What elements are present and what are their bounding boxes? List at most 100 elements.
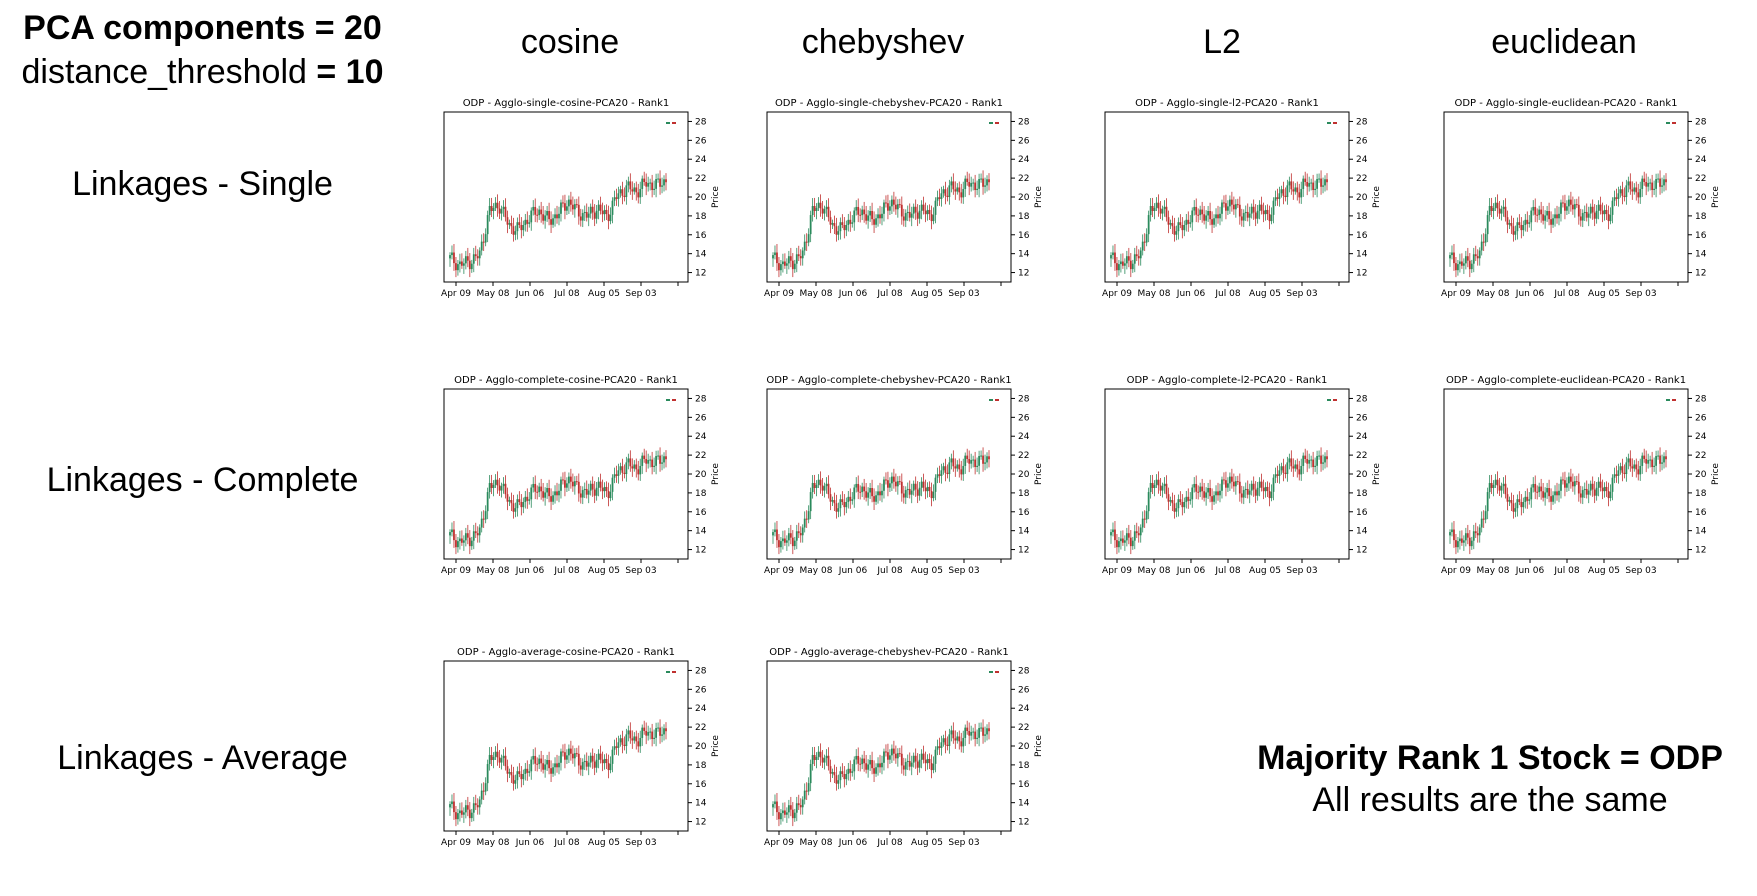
x-tick-label: Apr 09 (441, 838, 471, 848)
candle-body (914, 483, 917, 490)
candle-body (1310, 182, 1313, 184)
candle-body (560, 202, 562, 214)
y-tick-label: 22 (1695, 174, 1706, 184)
candle-body (1589, 483, 1592, 491)
candle-body (1284, 195, 1287, 198)
candle-body (1209, 210, 1211, 220)
candle-body (916, 212, 919, 219)
y-tick-label: 26 (1018, 685, 1030, 695)
candle-body (556, 491, 558, 496)
candle-body (776, 252, 778, 264)
candle-body (817, 751, 820, 757)
x-tick-label: Sep 03 (948, 289, 979, 299)
candle-body (1131, 540, 1134, 547)
y-axis-label: Price (711, 735, 721, 757)
candle-body (1274, 197, 1277, 201)
candle-body (1611, 200, 1614, 215)
candle-body (605, 758, 608, 764)
candle-body (1665, 179, 1667, 183)
candle-body (1118, 541, 1120, 548)
candle-body (1141, 241, 1144, 251)
candle-body (1601, 210, 1604, 215)
candle-body (904, 490, 907, 498)
candle-body (615, 197, 618, 199)
candle-body (849, 768, 852, 773)
candle-body (791, 260, 794, 270)
candle-body (571, 481, 574, 487)
candle-body (512, 503, 515, 512)
candle-body (1238, 204, 1241, 217)
y-tick-label: 28 (1018, 117, 1030, 127)
candle-body (883, 751, 885, 763)
candle-body (661, 185, 663, 187)
candle-body (928, 758, 931, 764)
y-tick-label: 14 (1356, 250, 1368, 260)
y-tick-label: 18 (1018, 761, 1030, 771)
candle-body (1613, 474, 1616, 478)
candle-body (564, 203, 566, 211)
candle-body (972, 731, 975, 733)
y-tick-label: 22 (1018, 451, 1029, 461)
candle-body (637, 192, 640, 198)
candle-body (988, 456, 990, 460)
candle-body (536, 491, 539, 493)
candle-body (474, 803, 477, 806)
candle-body (958, 464, 961, 470)
pca-components-label: PCA components = 20 (23, 9, 382, 47)
candle-body (902, 216, 905, 221)
candle-body (871, 487, 873, 497)
y-tick-label: 16 (1018, 780, 1030, 790)
candle-body (1258, 481, 1261, 488)
candle-body (617, 742, 620, 748)
candle-body (506, 217, 509, 225)
candle-body (1567, 476, 1570, 484)
candle-body (1466, 256, 1469, 261)
candle-body (1556, 214, 1558, 219)
candle-body (1566, 483, 1568, 488)
legend-marker (989, 122, 993, 124)
candle-body (1629, 181, 1632, 190)
y-tick-label: 22 (695, 723, 706, 733)
candle-body (453, 801, 455, 813)
candle-body (567, 748, 570, 756)
candle-body (1498, 208, 1501, 214)
candle-body (1474, 531, 1477, 534)
candle-body (1215, 491, 1217, 496)
candle-body (577, 204, 580, 217)
candle-body (504, 483, 507, 495)
candle-body (835, 503, 838, 512)
candle-body (1532, 206, 1535, 211)
candle-body (982, 455, 984, 464)
row-heading-complete: Linkages - Complete (46, 461, 359, 499)
y-tick-label: 16 (1356, 508, 1368, 518)
candle-body (451, 252, 453, 256)
candle-body (1129, 537, 1132, 547)
candle-body (1579, 216, 1582, 221)
candle-body (581, 762, 584, 770)
candle-body (1482, 518, 1485, 520)
candle-body (778, 263, 780, 271)
candle-body (1544, 215, 1547, 221)
candle-body (1514, 231, 1517, 235)
candle-body (1240, 493, 1243, 498)
legend-marker (1672, 399, 1676, 401)
candle-body (637, 741, 640, 747)
candle-body (1645, 181, 1648, 187)
candle-body (1457, 541, 1459, 548)
legend-marker (1327, 399, 1331, 401)
candle-body (946, 195, 949, 198)
candle-body (857, 755, 860, 764)
candle-body (873, 219, 875, 225)
candle-body (1530, 210, 1533, 223)
y-tick-label: 26 (695, 685, 707, 695)
y-tick-label: 28 (1018, 394, 1030, 404)
candle-body (1167, 217, 1170, 225)
candle-body (873, 496, 875, 502)
candle-body (1603, 209, 1606, 215)
candle-body (1573, 481, 1576, 487)
candle-body (1587, 490, 1590, 495)
candle-body (938, 746, 941, 748)
candle-body (492, 756, 495, 761)
candle-body (1520, 224, 1523, 231)
candle-body (898, 481, 901, 483)
